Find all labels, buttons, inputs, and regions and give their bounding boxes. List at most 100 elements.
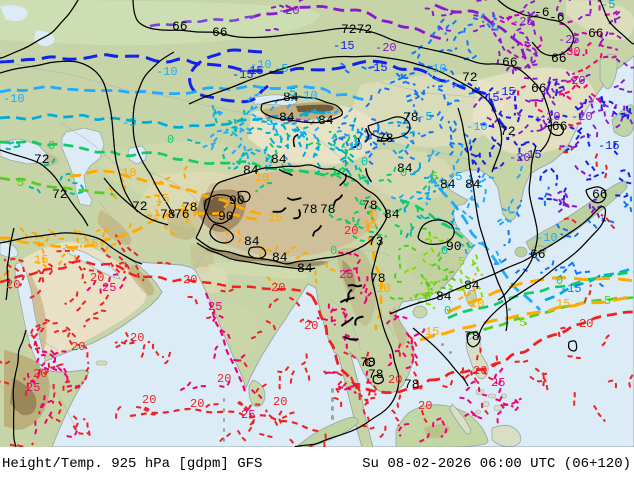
svg-text:Su 08-02-2026 06:00 UTC (06+12: Su 08-02-2026 06:00 UTC (06+120) bbox=[362, 456, 631, 472]
svg-text:-10: -10 bbox=[341, 140, 363, 154]
svg-text:0: 0 bbox=[361, 155, 368, 169]
svg-text:-20: -20 bbox=[571, 110, 593, 124]
svg-text:78: 78 bbox=[302, 202, 318, 217]
svg-text:-20: -20 bbox=[509, 151, 531, 165]
svg-text:20: 20 bbox=[473, 364, 487, 378]
svg-text:78: 78 bbox=[320, 202, 336, 217]
svg-text:84: 84 bbox=[436, 289, 452, 304]
svg-text:-25: -25 bbox=[558, 33, 580, 47]
svg-text:10: 10 bbox=[255, 171, 269, 185]
svg-text:78: 78 bbox=[404, 377, 420, 392]
svg-text:-20: -20 bbox=[375, 41, 397, 55]
svg-text:5: 5 bbox=[458, 255, 465, 269]
svg-text:-30: -30 bbox=[559, 45, 581, 59]
svg-text:20: 20 bbox=[271, 281, 285, 295]
svg-text:84: 84 bbox=[464, 278, 480, 293]
svg-text:20: 20 bbox=[142, 393, 156, 407]
svg-text:20: 20 bbox=[304, 319, 318, 333]
svg-text:78: 78 bbox=[182, 200, 198, 215]
svg-text:-15: -15 bbox=[232, 68, 254, 82]
svg-text:25: 25 bbox=[208, 300, 222, 314]
svg-text:73: 73 bbox=[368, 234, 384, 249]
svg-text:-5: -5 bbox=[274, 62, 288, 76]
svg-text:-10: -10 bbox=[156, 65, 178, 79]
svg-text:-10: -10 bbox=[466, 120, 488, 134]
svg-text:5: 5 bbox=[431, 170, 438, 184]
svg-text:72: 72 bbox=[132, 199, 148, 214]
svg-text:-15: -15 bbox=[494, 85, 516, 99]
svg-text:72: 72 bbox=[500, 124, 516, 139]
svg-text:5: 5 bbox=[519, 316, 526, 330]
svg-text:20: 20 bbox=[90, 271, 104, 285]
svg-text:66: 66 bbox=[551, 51, 567, 66]
svg-text:25: 25 bbox=[26, 381, 40, 395]
svg-text:66: 66 bbox=[530, 247, 546, 262]
svg-text:0: 0 bbox=[400, 166, 407, 180]
svg-text:84: 84 bbox=[272, 250, 288, 265]
svg-text:20: 20 bbox=[190, 397, 204, 411]
svg-text:15: 15 bbox=[363, 218, 377, 232]
svg-text:10: 10 bbox=[376, 282, 390, 296]
svg-text:78: 78 bbox=[360, 355, 376, 370]
svg-text:72: 72 bbox=[462, 70, 478, 85]
svg-text:20: 20 bbox=[33, 367, 47, 381]
svg-text:15: 15 bbox=[268, 211, 282, 225]
svg-text:7272: 7272 bbox=[341, 22, 372, 37]
svg-text:15: 15 bbox=[425, 325, 439, 339]
svg-text:0: 0 bbox=[167, 133, 174, 147]
svg-text:-5: -5 bbox=[282, 86, 296, 100]
svg-text:66: 66 bbox=[212, 25, 228, 40]
svg-text:20: 20 bbox=[388, 373, 402, 387]
svg-text:84: 84 bbox=[384, 207, 400, 222]
svg-text:-6: -6 bbox=[534, 5, 550, 20]
svg-text:78: 78 bbox=[464, 329, 480, 344]
svg-text:-10: -10 bbox=[536, 231, 558, 245]
svg-text:90: 90 bbox=[446, 239, 462, 254]
svg-text:5: 5 bbox=[424, 290, 431, 304]
svg-text:25: 25 bbox=[102, 281, 116, 295]
svg-text:84: 84 bbox=[297, 261, 313, 276]
svg-text:0: 0 bbox=[556, 274, 563, 288]
svg-text:72: 72 bbox=[52, 187, 68, 202]
svg-text:-10: -10 bbox=[425, 62, 447, 76]
svg-text:66: 66 bbox=[172, 19, 188, 34]
svg-text:-20: -20 bbox=[278, 4, 300, 18]
svg-text:0: 0 bbox=[48, 139, 55, 153]
svg-text:20: 20 bbox=[6, 278, 20, 292]
svg-text:84: 84 bbox=[279, 110, 295, 125]
svg-text:-15: -15 bbox=[598, 139, 620, 153]
svg-text:-15: -15 bbox=[242, 64, 264, 78]
svg-text:25: 25 bbox=[339, 268, 353, 282]
svg-text:66: 66 bbox=[502, 55, 518, 70]
svg-text:-5: -5 bbox=[122, 116, 136, 130]
svg-text:84: 84 bbox=[440, 177, 456, 192]
svg-text:20: 20 bbox=[183, 273, 197, 287]
svg-text:-20: -20 bbox=[564, 74, 586, 88]
svg-text:66: 66 bbox=[531, 81, 547, 96]
svg-text:66: 66 bbox=[592, 187, 608, 202]
svg-text:84: 84 bbox=[244, 234, 260, 249]
svg-text:20: 20 bbox=[418, 399, 432, 413]
svg-text:25: 25 bbox=[491, 376, 505, 390]
svg-text:84: 84 bbox=[271, 152, 287, 167]
svg-text:84: 84 bbox=[397, 161, 413, 176]
svg-text:5: 5 bbox=[17, 176, 24, 190]
svg-text:76: 76 bbox=[174, 207, 190, 222]
svg-text:-5: -5 bbox=[418, 110, 432, 124]
svg-text:-15: -15 bbox=[366, 61, 388, 75]
svg-text:-15: -15 bbox=[478, 91, 500, 105]
svg-text:20: 20 bbox=[579, 317, 593, 331]
svg-text:-25: -25 bbox=[512, 15, 534, 29]
svg-text:10: 10 bbox=[470, 297, 484, 311]
svg-text:84: 84 bbox=[283, 90, 299, 105]
svg-text:78: 78 bbox=[368, 367, 384, 382]
svg-text:5: 5 bbox=[604, 294, 611, 308]
svg-text:0: 0 bbox=[330, 244, 337, 258]
svg-text:20: 20 bbox=[217, 372, 231, 386]
svg-text:-5: -5 bbox=[601, 0, 615, 12]
svg-text:-5: -5 bbox=[259, 115, 273, 129]
svg-text:72: 72 bbox=[34, 152, 50, 167]
svg-text:84: 84 bbox=[318, 113, 334, 128]
svg-text:0: 0 bbox=[444, 304, 451, 318]
svg-text:Height/Temp. 925 hPa [gdpm] GF: Height/Temp. 925 hPa [gdpm] GFS bbox=[2, 456, 262, 472]
